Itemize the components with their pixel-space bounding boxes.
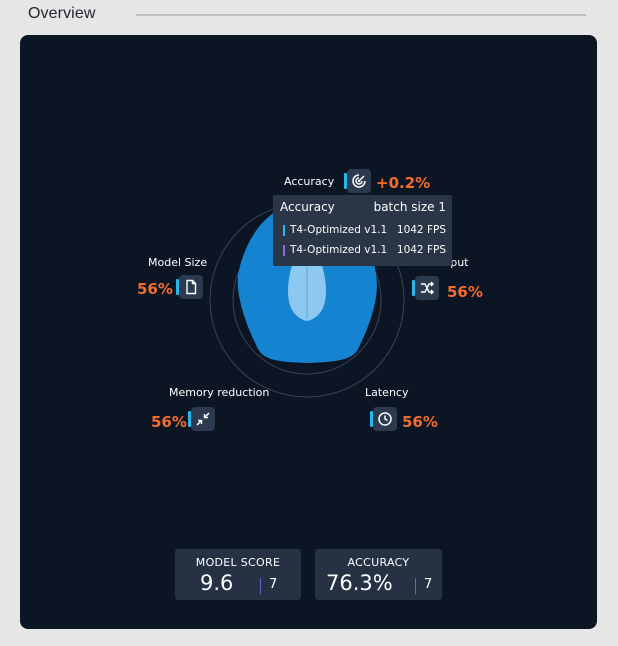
stat-divider <box>260 578 261 594</box>
axis-button-model-size[interactable] <box>176 275 203 299</box>
tooltip-row-name: T4-Optimized v1.1 <box>290 244 388 256</box>
series-color-swatch <box>283 225 285 236</box>
header-divider <box>136 14 586 16</box>
tooltip-row: T4-Optimized v1.1 1042 FPS <box>273 243 452 259</box>
axis-button-latency[interactable] <box>370 407 397 431</box>
axis-button-accuracy[interactable] <box>344 169 371 193</box>
axis-value-latency: 56% <box>402 413 438 431</box>
tooltip-row-value: 1042 FPS <box>396 244 446 256</box>
model-score-card: MODEL SCORE 9.6 7 <box>175 549 301 600</box>
shuffle-icon <box>419 280 435 296</box>
accuracy-label: ACCURACY <box>347 556 410 569</box>
model-score-value: 9.6 <box>200 571 234 595</box>
axis-button-input[interactable] <box>412 276 439 300</box>
series-color-swatch <box>283 245 285 256</box>
target-icon <box>351 173 367 189</box>
model-score-label: MODEL SCORE <box>195 556 281 569</box>
axis-label-accuracy: Accuracy <box>284 175 335 188</box>
axis-label-model-size: Model Size <box>148 256 208 269</box>
accuracy-count: 7 <box>424 577 433 592</box>
axis-value-memory-reduction: 56% <box>151 413 187 431</box>
axis-label-latency: Latency <box>365 386 409 399</box>
tooltip-batch-size: batch size 1 <box>373 200 446 214</box>
section-header: Overview <box>0 0 618 34</box>
tooltip-row: T4-Optimized v1.1 1042 FPS <box>273 223 452 239</box>
chart-tooltip: Accuracy batch size 1 T4-Optimized v1.1 … <box>273 195 452 266</box>
accuracy-card: ACCURACY 76.3% 7 <box>315 549 442 600</box>
axis-value-input: 56% <box>447 283 483 301</box>
axis-value-accuracy: +0.2% <box>376 174 431 192</box>
stat-divider <box>415 578 416 594</box>
tooltip-row-value: 1042 FPS <box>396 224 446 236</box>
radar-chart <box>209 200 405 398</box>
section-title: Overview <box>28 5 96 22</box>
accuracy-value: 76.3% <box>326 571 393 595</box>
clock-icon <box>377 411 393 427</box>
axis-label-memory-reduction: Memory reduction <box>169 386 270 399</box>
file-icon <box>183 279 199 295</box>
axis-value-model-size: 56% <box>137 280 173 298</box>
compress-icon <box>195 411 211 427</box>
tooltip-row-name: T4-Optimized v1.1 <box>290 224 388 236</box>
overview-card: Accuracy +0.2% Input <box>20 35 597 629</box>
axis-button-memory-reduction[interactable] <box>188 407 215 431</box>
model-score-count: 7 <box>269 577 278 592</box>
tooltip-title: Accuracy <box>280 200 335 214</box>
